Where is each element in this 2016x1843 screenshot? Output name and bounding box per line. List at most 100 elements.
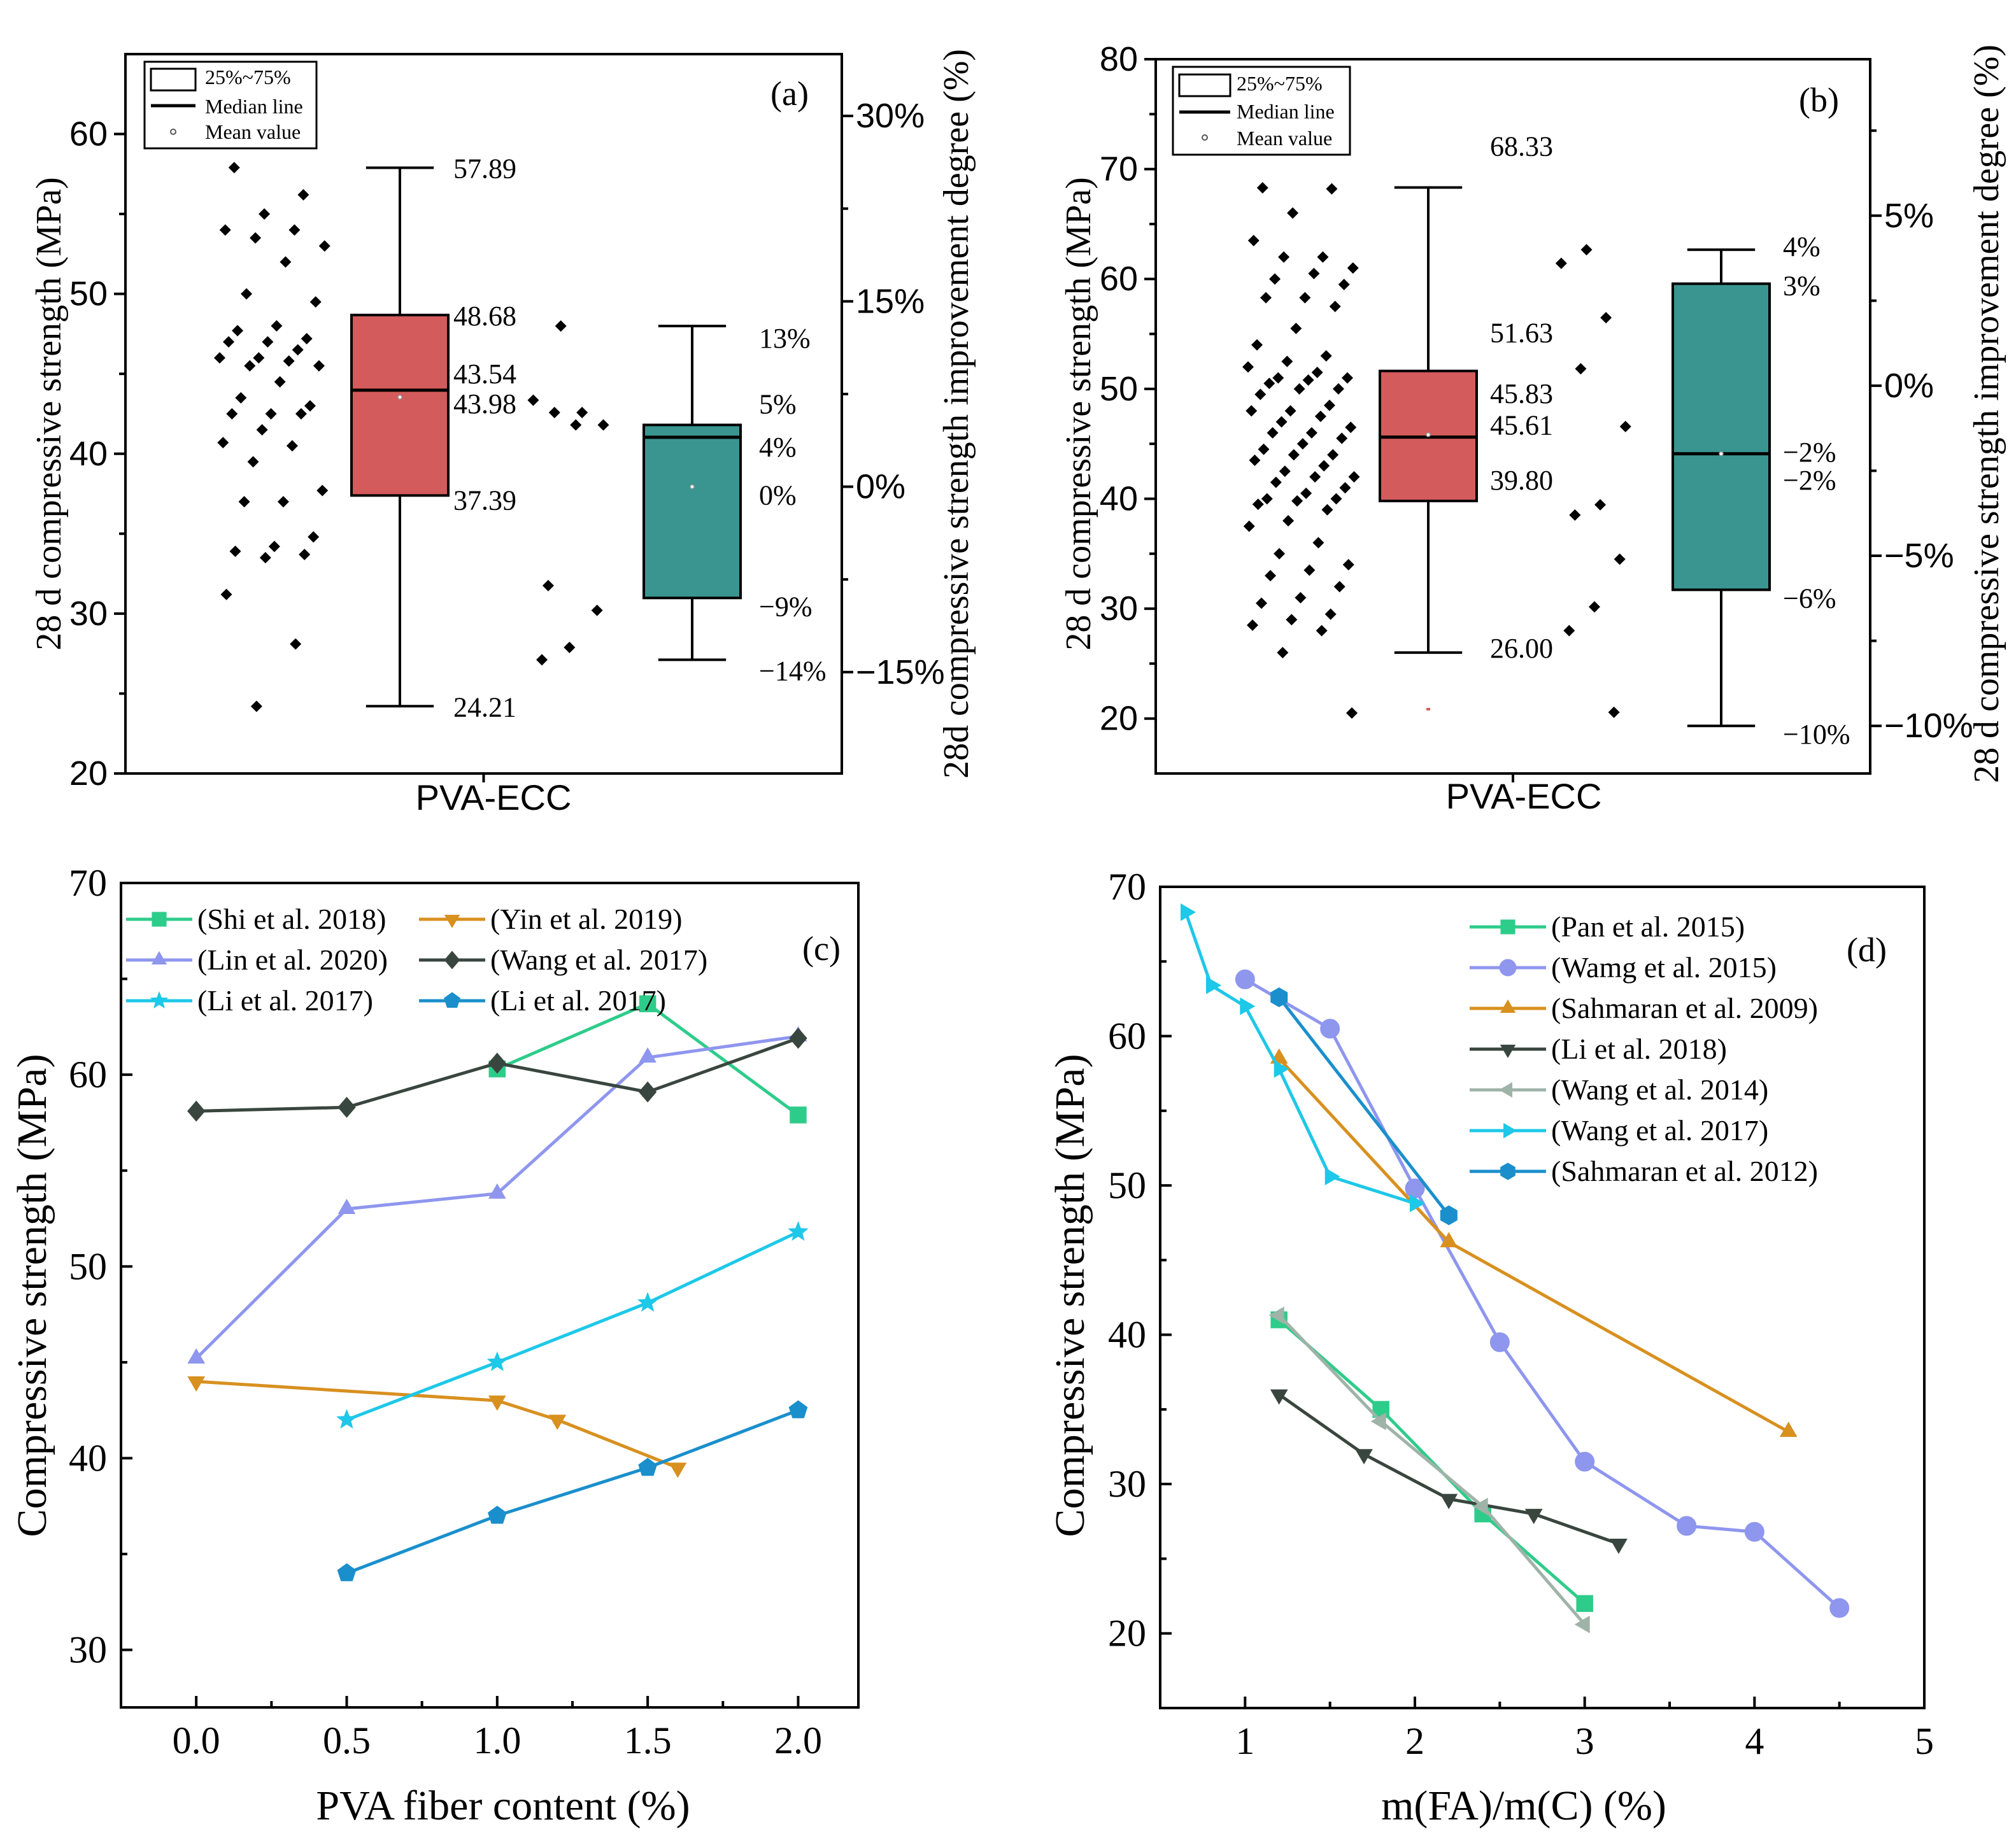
panel-c-marks (187, 995, 809, 1581)
data-point (1608, 706, 1620, 718)
data-point (1576, 1595, 1593, 1613)
data-point (1263, 378, 1275, 390)
data-point (1275, 416, 1288, 428)
data-point (1316, 625, 1328, 637)
y-tick-label: 20 (1100, 700, 1138, 738)
box-value-label: 0% (759, 480, 797, 511)
data-point (1614, 553, 1626, 565)
y-tick-label: 40 (69, 1437, 107, 1479)
panel-d-marks (1181, 903, 1850, 1634)
data-point (591, 604, 603, 616)
data-point (637, 1292, 658, 1312)
data-point (536, 654, 548, 666)
legend-mean-marker (1202, 134, 1208, 141)
data-point (1329, 300, 1341, 313)
data-point (1610, 1539, 1628, 1554)
legend-label: (Wang et al. 2017) (1551, 1114, 1768, 1147)
data-point (1290, 322, 1302, 334)
data-point (488, 1506, 507, 1524)
legend-marker (152, 912, 167, 927)
y-tick-label: 60 (69, 1054, 107, 1096)
data-point (1326, 183, 1338, 195)
data-point (217, 437, 229, 449)
data-point (1312, 537, 1324, 549)
data-point (1330, 493, 1342, 505)
legend-label: (Wamg et al. 2015) (1551, 951, 1777, 984)
data-point (290, 638, 302, 650)
data-point (313, 360, 325, 372)
data-point (1321, 504, 1333, 516)
panel-label: (b) (1799, 81, 1839, 119)
data-point (1284, 405, 1296, 417)
data-point (1251, 339, 1263, 351)
data-point (292, 344, 304, 356)
y-tick-label: 20 (1108, 1613, 1146, 1655)
y-tick-label: 40 (1100, 479, 1138, 518)
data-point (548, 407, 560, 419)
data-point (1355, 1449, 1373, 1465)
legend-label: (Li et al. 2017) (197, 984, 373, 1017)
data-point (1296, 438, 1309, 450)
data-point (542, 579, 554, 591)
data-point (1268, 1306, 1284, 1324)
panel-d-legend: (Pan et al. 2015) (Wamg et al. 2015) (Sahm… (1470, 910, 1818, 1187)
data-point (1588, 601, 1600, 613)
data-point (187, 1100, 206, 1122)
panel-a-ticks: 20 30 40 50 60 −15% 0% 15% 30% (69, 97, 945, 793)
legend-label: Mean value (1237, 127, 1332, 150)
data-point (337, 1096, 356, 1118)
mean-marker (1426, 432, 1431, 437)
data-point (1336, 432, 1348, 444)
data-point (250, 700, 262, 712)
data-point (1274, 547, 1286, 560)
legend-marker (1500, 1162, 1516, 1180)
data-point (1282, 514, 1295, 526)
y-axis-label: Compressive strength (MPa) (1047, 1054, 1093, 1537)
y-tick-label: 40 (69, 435, 108, 473)
data-point (1246, 405, 1258, 417)
box-value-label: 3% (1783, 271, 1821, 302)
legend-label: (Sahmaran et al. 2009) (1551, 992, 1818, 1024)
series-line (1184, 912, 1416, 1205)
panel-c-frame (120, 882, 860, 1709)
data-point (1279, 465, 1291, 477)
series-line (1244, 978, 1841, 1609)
y-tick-label: 30 (1100, 590, 1138, 628)
data-point (1277, 647, 1289, 659)
data-point (1342, 559, 1354, 571)
data-point (1269, 273, 1281, 285)
legend-label: (Li et al. 2018) (1551, 1033, 1727, 1065)
y-tick-label: 80 (1100, 40, 1138, 78)
data-point (1339, 482, 1351, 494)
legend-marker (1499, 959, 1517, 977)
data-point (1600, 312, 1612, 324)
data-point (337, 1199, 356, 1214)
series-line (196, 1380, 679, 1469)
legend-swatch-box (150, 67, 197, 92)
data-point (308, 531, 320, 543)
panel-label: (c) (802, 929, 841, 968)
data-point (1320, 1019, 1340, 1039)
data-point (1295, 591, 1307, 604)
panel-c-legend: (Shi et al. 2018) (Yin et al. 2019) (Lin e… (126, 903, 707, 1017)
data-point (1345, 421, 1357, 434)
legend-marker (1503, 1122, 1517, 1139)
data-point (187, 1376, 206, 1392)
mean-marker (690, 484, 695, 490)
box-value-label: −9% (759, 591, 812, 622)
data-point (1270, 476, 1282, 488)
data-point (788, 1221, 809, 1241)
y-axis-label: Compressive strength (MPa) (9, 1054, 55, 1537)
series-line (346, 1408, 799, 1575)
data-point (301, 332, 313, 344)
data-point (259, 208, 271, 220)
data-point (570, 419, 582, 431)
box-value-label: 45.83 (1490, 378, 1553, 409)
data-point (576, 407, 588, 419)
box-value-label: 4% (759, 432, 797, 463)
y-tick-label: 30 (1108, 1463, 1146, 1505)
legend-label: Median line (205, 95, 303, 118)
x-tick-label: 5 (1915, 1720, 1934, 1762)
